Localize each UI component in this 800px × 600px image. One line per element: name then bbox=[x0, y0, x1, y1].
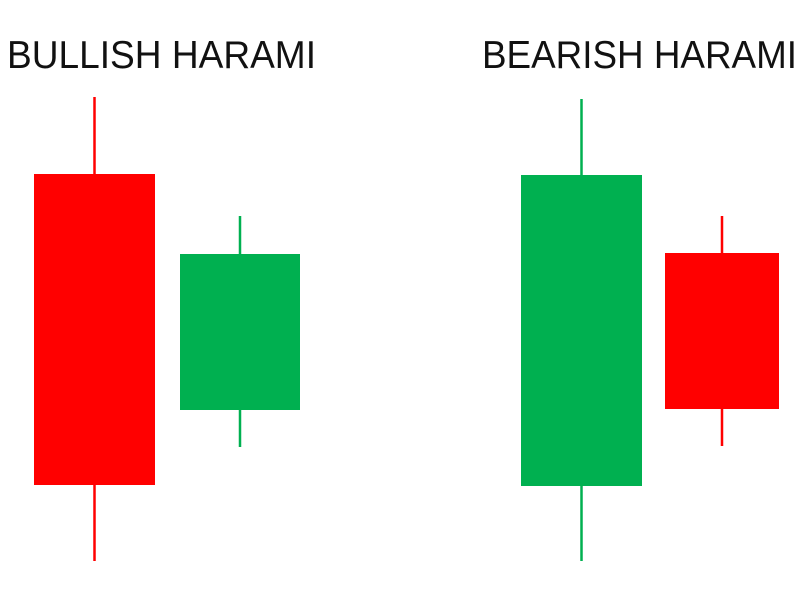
candles-group bbox=[34, 97, 779, 561]
bearish-candle-body bbox=[665, 253, 779, 409]
bullish-harami-title: BULLISH HARAMI bbox=[7, 34, 316, 77]
bullish-candle-body bbox=[180, 254, 300, 410]
bearish-candle-body bbox=[34, 174, 155, 485]
bullish-candle-body bbox=[521, 175, 642, 486]
bearish-harami-title: BEARISH HARAMI bbox=[482, 34, 797, 77]
